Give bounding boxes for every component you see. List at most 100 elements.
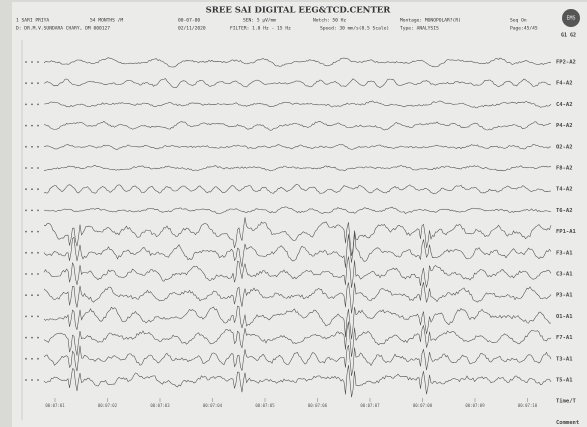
dot bbox=[37, 61, 39, 63]
channel-label: FP2-A2 bbox=[556, 60, 576, 66]
dot bbox=[37, 188, 39, 191]
dot bbox=[31, 188, 33, 191]
channel-label: F8-A2 bbox=[556, 166, 573, 172]
dot bbox=[25, 209, 27, 212]
eeg-trace bbox=[43, 256, 552, 288]
dot bbox=[25, 82, 27, 85]
page-number: Page:45/45 bbox=[510, 26, 538, 32]
dot bbox=[31, 103, 33, 106]
dot bbox=[31, 209, 33, 212]
time-label: 00:07:01 bbox=[45, 403, 65, 408]
dot bbox=[31, 124, 33, 127]
traces bbox=[43, 57, 552, 398]
dot bbox=[37, 273, 39, 275]
time-label: 00:07:10 bbox=[518, 403, 538, 408]
time-label: 00:07:03 bbox=[150, 403, 170, 408]
dot bbox=[25, 167, 27, 169]
time-label: 00:07:04 bbox=[203, 403, 223, 408]
channel-label: O1-A1 bbox=[556, 314, 573, 320]
eeg-trace bbox=[43, 232, 552, 268]
channel-label: O2-A2 bbox=[556, 144, 573, 150]
dot bbox=[31, 251, 33, 254]
age: 54 MONTHS /M bbox=[90, 18, 123, 24]
dot bbox=[37, 230, 39, 233]
montage: Montage: MONOPOLAR?(R) bbox=[400, 18, 461, 24]
dot bbox=[31, 357, 33, 360]
eeg-trace bbox=[43, 364, 552, 398]
channel-label: T6-A2 bbox=[556, 208, 573, 214]
notch: Notch: 50 Hz bbox=[313, 18, 346, 24]
sensitivity: SEN: 5 µV/mm bbox=[243, 18, 276, 24]
eeg-trace bbox=[43, 344, 552, 376]
eeg-trace bbox=[43, 305, 552, 340]
eeg-trace bbox=[43, 206, 552, 214]
paper bbox=[12, 2, 587, 427]
channel-label: P4-A2 bbox=[556, 123, 573, 129]
dot bbox=[37, 315, 39, 318]
dot bbox=[25, 124, 27, 127]
channel-label: P3-A1 bbox=[556, 293, 573, 299]
channel-label: FP1-A1 bbox=[556, 229, 577, 235]
time: 00-07-00 bbox=[178, 18, 200, 24]
dot bbox=[31, 315, 33, 318]
time-label: 00:07:09 bbox=[465, 403, 485, 408]
dot bbox=[37, 336, 39, 339]
seq: Seq On bbox=[510, 18, 527, 24]
eeg-trace bbox=[43, 184, 552, 195]
dot bbox=[31, 336, 33, 339]
channel-label: C3-A1 bbox=[556, 272, 573, 278]
time-label: 00:07:05 bbox=[255, 403, 275, 408]
dot bbox=[25, 251, 27, 254]
time-label: 00:07:06 bbox=[308, 403, 328, 408]
dot bbox=[31, 167, 33, 169]
eeg-trace bbox=[43, 164, 552, 172]
channel-label: F3-A1 bbox=[556, 250, 573, 256]
channel-label: T4-A2 bbox=[556, 187, 573, 193]
dot bbox=[25, 273, 27, 275]
channel-label: T3-A1 bbox=[556, 356, 573, 362]
dot bbox=[25, 188, 27, 191]
dot bbox=[31, 294, 33, 297]
logo-text: EMS bbox=[566, 16, 575, 22]
filter: FILTER: 1.0 Hz - 15 Hz bbox=[230, 26, 291, 32]
dot bbox=[37, 124, 39, 127]
dot bbox=[37, 357, 39, 360]
channel-label: Comment bbox=[556, 420, 579, 426]
time-label: 00:07:08 bbox=[413, 403, 433, 408]
time-label: 00:07:07 bbox=[360, 403, 380, 408]
eeg-trace bbox=[43, 78, 552, 89]
logo bbox=[562, 9, 580, 27]
dot bbox=[31, 82, 33, 85]
dot bbox=[31, 230, 33, 233]
dot bbox=[37, 145, 39, 148]
channel-label: T5-A1 bbox=[556, 378, 573, 384]
dot bbox=[37, 82, 39, 85]
eeg-trace bbox=[43, 282, 552, 314]
eeg-trace bbox=[43, 217, 552, 256]
title: SREE SAI DIGITAL EEG&TCD.CENTER bbox=[206, 6, 392, 16]
time-label: 00:07:02 bbox=[98, 403, 118, 408]
dot bbox=[37, 167, 39, 169]
gains: G1 G2 bbox=[561, 33, 576, 39]
type: Type: ANALYSIS bbox=[400, 26, 439, 32]
speed: Speed: 30 mm/s(8.5 Scale) bbox=[320, 26, 389, 32]
dot bbox=[31, 61, 33, 63]
eeg-trace bbox=[43, 321, 552, 357]
dot bbox=[37, 209, 39, 212]
dot bbox=[31, 379, 33, 381]
doctor: D: DR.M.V.SUNDARA CHARY, DM 000127 bbox=[16, 26, 110, 32]
dot bbox=[25, 315, 27, 318]
dot bbox=[25, 294, 27, 297]
dot bbox=[25, 357, 27, 360]
eeg-trace bbox=[43, 144, 552, 150]
channel-label: Time/T bbox=[556, 399, 577, 405]
dot bbox=[31, 145, 33, 148]
dot bbox=[25, 145, 27, 148]
dot bbox=[37, 294, 39, 297]
channel-label: F7-A1 bbox=[556, 335, 573, 341]
date: 02/11/2020 bbox=[178, 26, 206, 32]
dot bbox=[37, 379, 39, 381]
patient: 1 SARI PRIYA bbox=[16, 18, 49, 24]
